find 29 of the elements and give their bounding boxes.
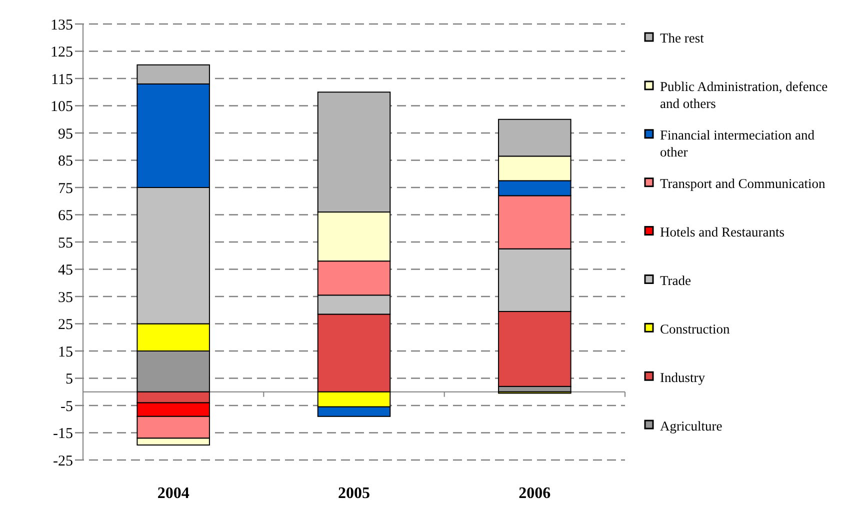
legend-label: Transport and Communication [660,176,826,192]
x-tick-label: 2006 [518,485,551,502]
legend-label: The rest [660,30,704,46]
y-tick-label: 55 [58,235,73,252]
y-tick-label: 65 [58,208,73,224]
legend-label: Industry [660,370,706,385]
y-tick-label: 95 [58,126,73,142]
y-tick-label: 45 [58,262,73,278]
y-tick-label: -5 [60,398,73,415]
y-tick-label: 125 [50,44,73,60]
y-tick-label: 25 [58,317,73,333]
legend-label: Construction [660,321,730,336]
y-tick-label: -25 [53,453,73,470]
y-tick-label: 135 [50,17,73,34]
y-tick-label: 105 [50,99,73,115]
y-tick-label: 5 [66,372,73,388]
y-tick-label: 15 [58,344,73,360]
legend-label: Financial intermeciation and other [660,128,815,160]
y-tick-label: -15 [53,426,73,442]
y-tick-label: 35 [58,290,73,306]
y-tick-label: 75 [58,180,73,197]
legend-label: Public Administration, defence and others [660,79,828,112]
y-tick-label: 115 [51,72,73,88]
x-tick-label: 2005 [338,485,370,502]
legend-label: Trade [660,272,692,288]
legend-label: Hotels and Restaurants [660,224,784,240]
x-tick-label: 2004 [157,485,190,502]
y-tick-label: 85 [58,154,73,170]
legend-label: Agriculture [660,418,722,434]
